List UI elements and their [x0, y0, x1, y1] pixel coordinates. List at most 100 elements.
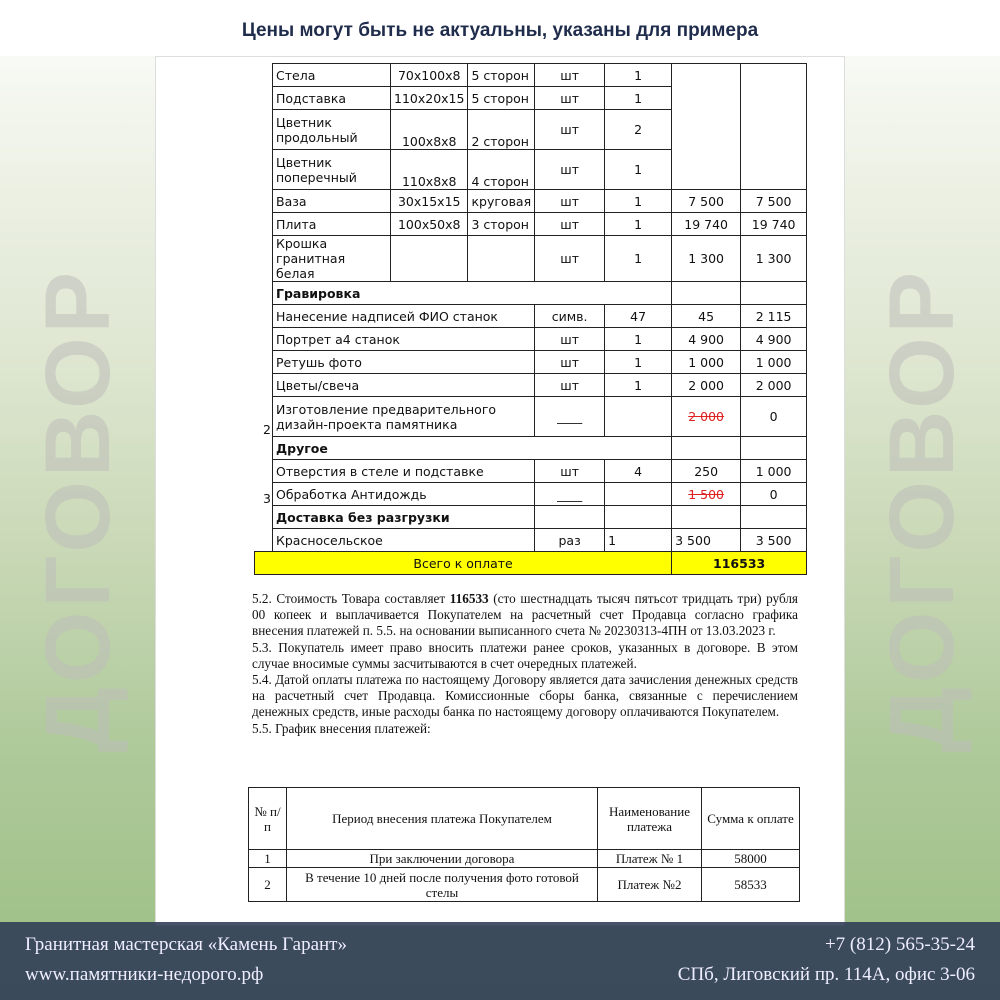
cell	[740, 436, 808, 460]
item-processing	[467, 235, 536, 282]
item-qty: 1	[604, 86, 673, 110]
table-row: Подставка 110x20x15 5 сторон шт 1	[254, 86, 807, 110]
table-row: Плита 100x50x8 3 сторон шт 1 19 740 19 740	[254, 212, 808, 236]
cell: В течение 10 дней после получения фото г…	[286, 867, 598, 902]
sum-cell	[740, 63, 808, 190]
row-number	[254, 63, 273, 87]
item-name: Обработка Антидождь	[271, 482, 536, 506]
item-qty	[604, 482, 673, 506]
total-row: Всего к оплате 116533	[253, 551, 808, 575]
company-name: Гранитная мастерская «Камень Гарант»	[25, 934, 347, 955]
row-number	[254, 505, 273, 529]
cell: Платеж № 1	[597, 849, 702, 868]
item-processing: 5 сторон	[467, 63, 536, 87]
item-name: Нанесение надписей ФИО станок	[271, 304, 536, 328]
item-qty: 2	[604, 109, 673, 150]
address: СПб, Лиговский пр. 114А, офис 3-06	[677, 964, 975, 985]
item-name: Портрет а4 станок	[271, 327, 536, 351]
item-qty	[604, 396, 673, 437]
item-name: Ретушь фото	[271, 350, 536, 374]
cell	[671, 281, 742, 305]
item-name: Ваза	[272, 189, 391, 213]
table-row: Другое	[254, 436, 808, 460]
table-row: Нанесение надписей ФИО станок симв. 47 45 2 …	[254, 304, 808, 328]
item-sum: 1 300	[740, 235, 808, 282]
table-row: Цветник поперечный 110x8x8 4 сторон шт 1	[254, 149, 807, 190]
table-row: Ваза 30x15x15 круговая шт 1 7 500 7 500	[254, 189, 808, 213]
price-table: Стела 70x100x8 5 сторон шт 1 Подставка 110x20x…	[253, 63, 808, 575]
item-qty: 4	[604, 459, 673, 483]
item-price: 19 740	[671, 212, 742, 236]
item-unit: шт	[534, 235, 606, 282]
row-number	[254, 281, 273, 305]
cell	[740, 505, 808, 529]
item-unit: симв.	[534, 304, 606, 328]
row-number: 2	[254, 396, 273, 437]
clause-5-5: 5.5. График внесения платежей:	[252, 720, 431, 736]
item-dimensions: 70x100x8	[389, 63, 469, 87]
item-name: Плита	[272, 212, 391, 236]
item-price: 45	[671, 304, 742, 328]
item-unit: шт	[534, 63, 606, 87]
item-unit: ____	[534, 396, 606, 437]
table-row: 2 Изготовление предварительного дизайн-пр…	[254, 396, 808, 437]
item-unit: ____	[534, 482, 606, 506]
item-dimensions: 110x20x15	[389, 86, 469, 110]
item-sum: 2 115	[740, 304, 808, 328]
table-row: Стела 70x100x8 5 сторон шт 1	[254, 63, 808, 190]
item-sum: 4 900	[740, 327, 808, 351]
total-label: Всего к оплате	[253, 551, 673, 575]
table-row: Цветы/свеча шт 1 2 000 2 000	[254, 373, 808, 397]
item-unit: шт	[534, 350, 606, 374]
item-price: 1 000	[671, 350, 742, 374]
item-name: Цветник продольный	[272, 109, 391, 150]
item-sum: 1 000	[740, 459, 808, 483]
item-sum: 2 000	[740, 373, 808, 397]
item-price: 7 500	[671, 189, 742, 213]
item-qty: 47	[604, 304, 673, 328]
top-band	[0, 0, 1000, 56]
cell: При заключении договора	[286, 849, 598, 868]
item-unit: раз	[534, 528, 606, 552]
item-dimensions	[389, 235, 469, 282]
item-price: 1 500	[671, 482, 742, 506]
item-qty: 1	[604, 189, 673, 213]
item-name: Отверстия в стеле и подставке	[271, 459, 536, 483]
row-number	[254, 109, 273, 150]
cell	[671, 436, 742, 460]
item-unit: шт	[534, 212, 606, 236]
item-processing: круговая	[467, 189, 536, 213]
clause-5-3: 5.3. Покупатель имеет право вносить плат…	[252, 639, 798, 671]
row-number	[254, 373, 273, 397]
cell	[740, 281, 808, 305]
table-row: Гравировка	[254, 281, 808, 305]
table-row: Крошка гранитная белая шт 1 1 300 1 300	[254, 235, 808, 282]
item-unit: шт	[534, 459, 606, 483]
header-cell: Наименование платежа	[597, 787, 702, 850]
table-row: Красносельское раз 1 3 500 3 500	[254, 528, 808, 552]
item-price: 3 500	[671, 528, 742, 552]
phone-number[interactable]: +7 (812) 565-35-24	[824, 934, 975, 955]
footer-bar: Гранитная мастерская «Камень Гарант» www…	[0, 922, 1000, 1000]
item-sum: 7 500	[740, 189, 808, 213]
row-number	[254, 436, 273, 460]
total-value: 116533	[671, 551, 808, 575]
item-name: Красносельское	[271, 528, 536, 552]
section-title: Гравировка	[271, 281, 673, 305]
cell: 2	[248, 867, 287, 902]
cell: 58533	[701, 867, 800, 902]
item-name: Изготовление предварительного дизайн-про…	[271, 396, 536, 437]
side-watermark-right: ДОГОВОР	[870, 267, 973, 753]
item-name: Цветник поперечный	[272, 149, 391, 190]
item-price: 1 300	[671, 235, 742, 282]
item-unit: шт	[534, 189, 606, 213]
section-title: Другое	[271, 436, 673, 460]
row-number	[254, 149, 273, 190]
item-name: Подставка	[272, 86, 391, 110]
row-number	[254, 327, 273, 351]
header-cell: № п/п	[248, 787, 287, 850]
item-processing: 3 сторон	[467, 212, 536, 236]
item-qty: 1	[604, 327, 673, 351]
website-link[interactable]: www.памятники-недорого.рф	[25, 964, 264, 985]
cell	[671, 505, 742, 529]
